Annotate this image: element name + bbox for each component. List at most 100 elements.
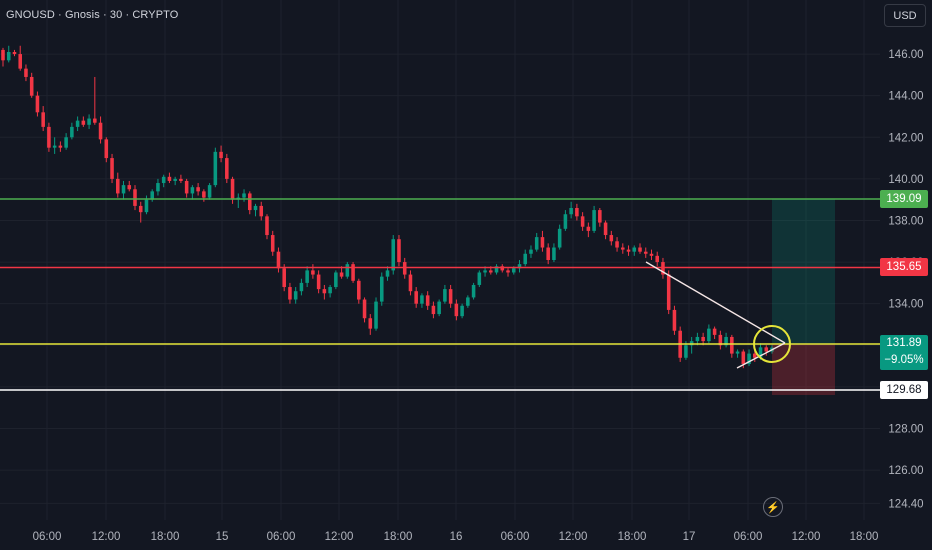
candle-up <box>724 336 728 346</box>
candle-up <box>70 126 74 138</box>
candle-down <box>661 262 665 275</box>
candle-up <box>511 268 516 273</box>
candle-down <box>322 289 327 294</box>
candle-down <box>431 305 436 315</box>
price-axis: 146.00 144.00 142.00 140.00 138.00 134.00 128.… <box>880 0 932 520</box>
candle-down <box>282 268 286 288</box>
price-axis-label: 138.00 <box>888 215 923 227</box>
candle-up <box>443 289 447 302</box>
candle-down <box>598 210 602 223</box>
candle-down <box>546 247 550 260</box>
lightning-icon[interactable]: ⚡ <box>763 497 783 517</box>
time-axis-label: 12:00 <box>792 531 821 543</box>
currency-button[interactable]: USD <box>884 4 926 27</box>
candle-down <box>615 241 619 248</box>
price-axis-label: 140.00 <box>888 174 923 186</box>
time-axis-label: 18:00 <box>618 531 647 543</box>
candle-up <box>569 208 573 215</box>
candle-up <box>156 183 160 192</box>
candle-down <box>362 299 367 319</box>
candle-up <box>758 347 763 358</box>
time-axis-label: 12:00 <box>92 531 121 543</box>
candle-down <box>133 189 137 206</box>
price-axis-label: 128.00 <box>888 423 923 435</box>
candle-up <box>161 176 166 184</box>
candle-down <box>741 351 746 364</box>
candle-down <box>540 237 545 248</box>
candle-down <box>230 178 235 200</box>
candle-up <box>632 247 637 252</box>
candle-up <box>52 145 57 148</box>
candle-up <box>563 214 568 229</box>
time-axis-label: 06:00 <box>267 531 296 543</box>
candle-down <box>276 251 281 269</box>
candle-down <box>575 208 579 217</box>
candle-up <box>385 270 390 277</box>
position-target-zone[interactable] <box>772 199 835 344</box>
candle-up <box>460 305 464 317</box>
candle-down <box>397 239 401 263</box>
position-stop-zone[interactable] <box>772 344 835 395</box>
candle-down <box>247 193 252 211</box>
candle-up <box>253 205 258 211</box>
symbol-title[interactable]: GNOUSD · Gnosis · 30 · CRYPTO <box>6 9 179 21</box>
time-axis-label: 06:00 <box>734 531 763 543</box>
candle-down <box>586 226 591 231</box>
candle-down <box>408 274 413 292</box>
candle-up <box>494 266 499 273</box>
candle-up <box>242 193 246 198</box>
candle-down <box>368 318 373 329</box>
price-axis-label: 124.40 <box>888 498 923 510</box>
candle-up <box>471 284 476 298</box>
candle-down <box>506 270 510 273</box>
price-tag-129: 129.68 <box>880 381 928 399</box>
candle-down <box>98 122 103 140</box>
candle-up <box>6 52 11 61</box>
candle-down <box>339 272 344 277</box>
candle-down <box>643 251 648 254</box>
candle-up <box>437 301 441 315</box>
candle-down <box>712 328 717 335</box>
candle-down <box>489 270 493 273</box>
lower-trendline[interactable] <box>736 342 786 369</box>
time-axis-label: 17 <box>683 531 696 543</box>
candle-up <box>552 247 556 260</box>
candle-up <box>557 228 562 248</box>
price-axis-label: 142.00 <box>888 132 923 144</box>
candle-up <box>144 199 149 213</box>
time-axis-label: 12:00 <box>559 531 588 543</box>
time-axis-label: 06:00 <box>33 531 62 543</box>
candle-down <box>47 126 51 148</box>
candle-down <box>701 336 705 342</box>
time-axis-label: 12:00 <box>325 531 354 543</box>
candle-up <box>517 264 522 269</box>
chart-grid <box>0 0 880 520</box>
candle-up <box>75 120 80 127</box>
candle-down <box>402 262 407 275</box>
candle-down <box>93 118 97 123</box>
time-axis: 06:00 12:00 18:00 15 06:00 12:00 18:00 16 06:00 1… <box>0 520 932 550</box>
candle-down <box>672 309 677 331</box>
candle-down <box>351 264 355 281</box>
candle-down <box>603 222 608 236</box>
candle-down <box>448 289 453 304</box>
candle-up <box>173 178 177 181</box>
breakout-highlight-circle[interactable] <box>753 325 791 363</box>
candle-down <box>219 151 223 159</box>
candle-down <box>311 270 315 275</box>
candle-down <box>500 266 505 271</box>
candle-up <box>391 239 396 271</box>
candle-up <box>345 264 350 277</box>
candle-down <box>730 336 734 354</box>
candle-down <box>41 112 45 127</box>
candle-down <box>167 176 172 181</box>
price-tag-139: 139.09 <box>880 190 928 208</box>
candle-up <box>684 345 688 358</box>
time-axis-label: 18:00 <box>151 531 180 543</box>
candle-down <box>24 68 28 77</box>
candlestick-series <box>1 45 774 369</box>
time-axis-label: 15 <box>216 531 229 543</box>
candle-down <box>753 353 757 358</box>
price-tag-135: 135.65 <box>880 258 928 276</box>
